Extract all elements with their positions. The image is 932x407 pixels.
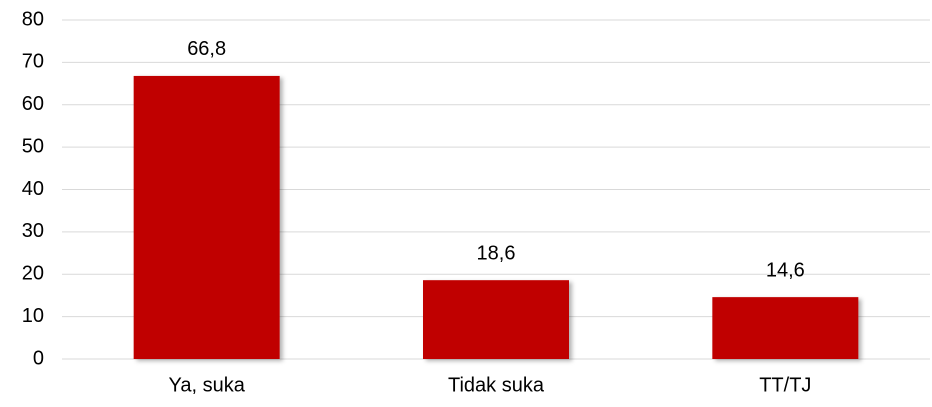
- data-label: 18,6: [477, 242, 516, 264]
- bar: [423, 280, 569, 359]
- y-tick-label: 0: [33, 347, 44, 369]
- bar: [712, 297, 859, 359]
- y-tick-label: 80: [22, 8, 44, 30]
- y-tick-label: 70: [22, 51, 44, 73]
- data-label: 66,8: [187, 38, 226, 60]
- data-label: 14,6: [766, 259, 805, 281]
- y-tick-label: 30: [22, 220, 44, 242]
- y-tick-label: 10: [22, 305, 44, 327]
- y-tick-label: 40: [22, 178, 44, 200]
- y-tick-label: 60: [22, 93, 44, 115]
- y-tick-label: 50: [22, 135, 44, 157]
- x-tick-label: Ya, suka: [168, 374, 245, 396]
- x-tick-label: TT/TJ: [759, 374, 811, 396]
- y-tick-label: 20: [22, 263, 44, 285]
- bar: [133, 75, 280, 359]
- x-tick-label: Tidak suka: [448, 374, 545, 396]
